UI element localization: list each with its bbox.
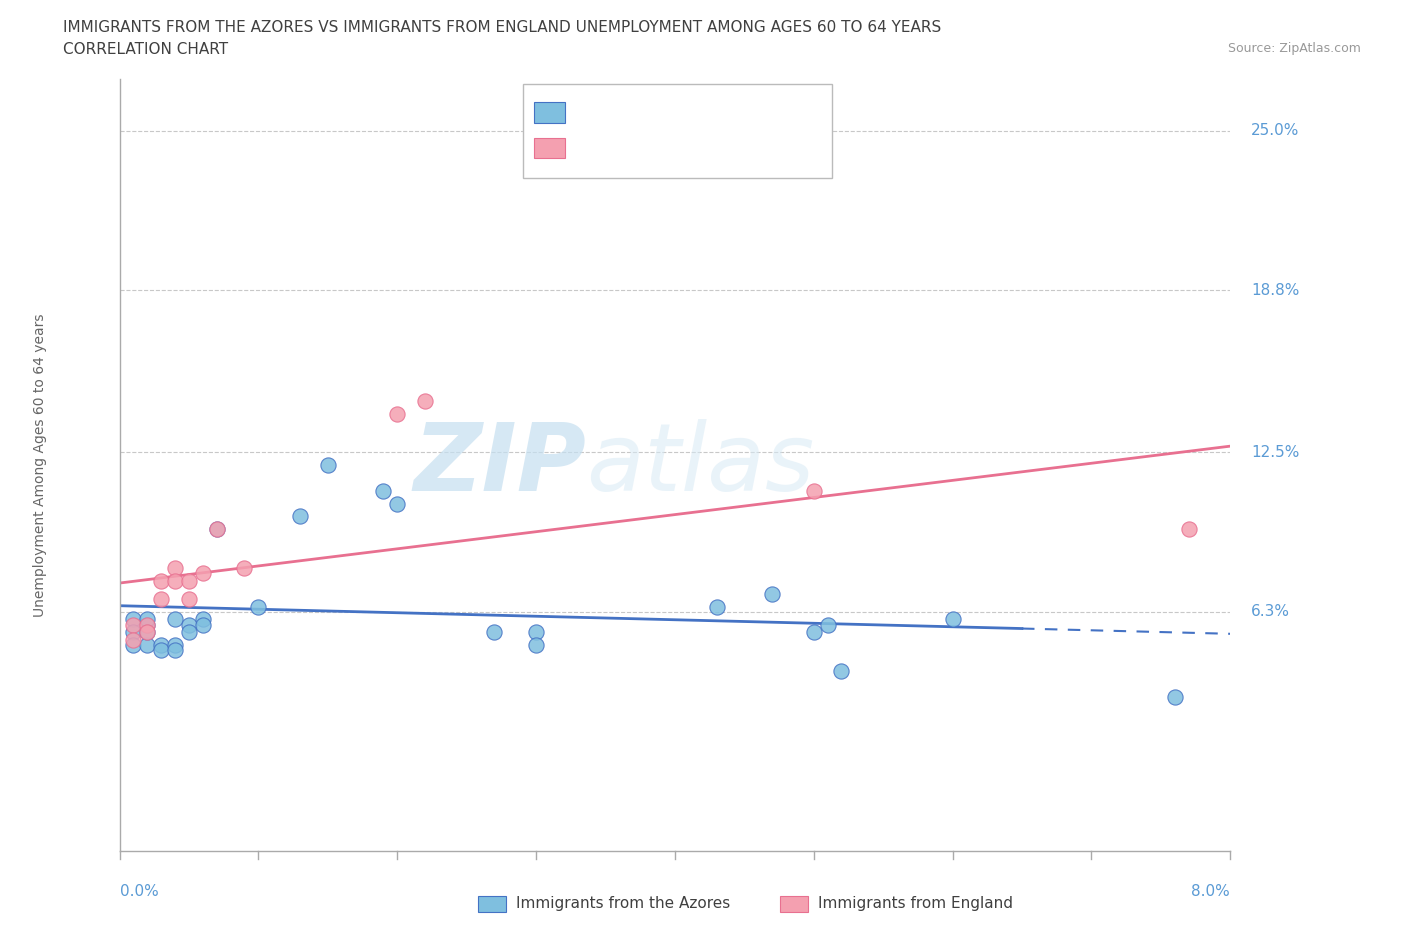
Point bbox=[163, 612, 186, 627]
Point bbox=[136, 612, 159, 627]
Text: 12.5%: 12.5% bbox=[1251, 445, 1299, 459]
Point bbox=[233, 561, 256, 576]
Point bbox=[191, 565, 214, 580]
Point bbox=[163, 643, 186, 658]
Text: R = -0.029   N = 32: R = -0.029 N = 32 bbox=[574, 105, 724, 120]
Point bbox=[205, 522, 228, 537]
Text: Unemployment Among Ages 60 to 64 years: Unemployment Among Ages 60 to 64 years bbox=[34, 313, 48, 617]
Point bbox=[177, 625, 200, 640]
Text: Immigrants from the Azores: Immigrants from the Azores bbox=[516, 897, 730, 911]
Text: 8.0%: 8.0% bbox=[1191, 884, 1230, 899]
Point bbox=[122, 612, 145, 627]
Text: R =  0.049   N = 17: R = 0.049 N = 17 bbox=[574, 140, 723, 155]
Text: CORRELATION CHART: CORRELATION CHART bbox=[63, 42, 228, 57]
Point bbox=[413, 393, 436, 408]
Point bbox=[803, 625, 825, 640]
Point bbox=[817, 618, 839, 632]
Point bbox=[163, 561, 186, 576]
Point bbox=[524, 625, 547, 640]
Point bbox=[288, 509, 311, 524]
Point bbox=[385, 406, 409, 421]
Text: 25.0%: 25.0% bbox=[1251, 123, 1299, 138]
Point bbox=[122, 638, 145, 653]
Point bbox=[177, 573, 200, 589]
Point bbox=[150, 638, 173, 653]
Point bbox=[150, 643, 173, 658]
Point bbox=[373, 484, 395, 498]
Point bbox=[136, 638, 159, 653]
Point bbox=[163, 638, 186, 653]
Point bbox=[706, 599, 728, 614]
Text: ZIP: ZIP bbox=[413, 419, 586, 511]
Point bbox=[191, 618, 214, 632]
Point bbox=[136, 618, 159, 632]
Text: Immigrants from England: Immigrants from England bbox=[818, 897, 1014, 911]
Point bbox=[385, 497, 409, 512]
Text: atlas: atlas bbox=[586, 419, 814, 511]
Point bbox=[316, 458, 339, 472]
Point bbox=[136, 625, 159, 640]
Point bbox=[163, 573, 186, 589]
Text: 6.3%: 6.3% bbox=[1251, 604, 1291, 619]
Text: 18.8%: 18.8% bbox=[1251, 283, 1299, 298]
Point bbox=[191, 612, 214, 627]
Text: IMMIGRANTS FROM THE AZORES VS IMMIGRANTS FROM ENGLAND UNEMPLOYMENT AMONG AGES 60: IMMIGRANTS FROM THE AZORES VS IMMIGRANTS… bbox=[63, 20, 942, 35]
Text: 0.0%: 0.0% bbox=[120, 884, 159, 899]
Point bbox=[177, 618, 200, 632]
Point bbox=[150, 591, 173, 606]
Text: Source: ZipAtlas.com: Source: ZipAtlas.com bbox=[1227, 42, 1361, 55]
Point bbox=[803, 484, 825, 498]
Point bbox=[524, 638, 547, 653]
Point bbox=[122, 618, 145, 632]
Point bbox=[136, 618, 159, 632]
Point bbox=[150, 573, 173, 589]
Point bbox=[484, 625, 506, 640]
Point bbox=[177, 591, 200, 606]
Point bbox=[122, 632, 145, 647]
Point bbox=[761, 586, 783, 601]
Point bbox=[205, 522, 228, 537]
Point bbox=[136, 625, 159, 640]
Point bbox=[1164, 689, 1187, 704]
Point bbox=[942, 612, 965, 627]
Point bbox=[247, 599, 270, 614]
Point bbox=[122, 625, 145, 640]
Point bbox=[830, 663, 852, 678]
Point bbox=[1177, 522, 1199, 537]
